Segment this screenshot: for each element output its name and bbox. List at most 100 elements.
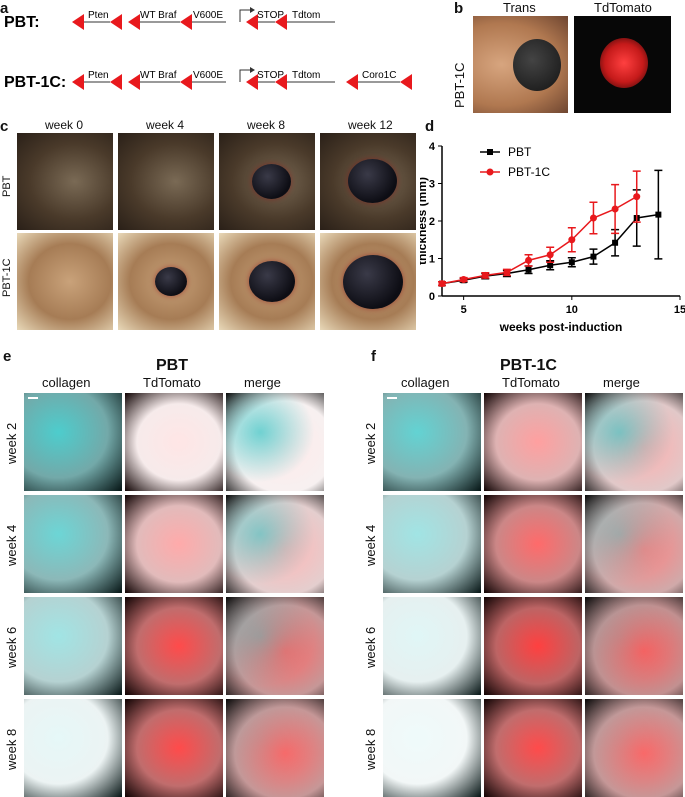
micrograph-collagen: [24, 699, 122, 797]
y-axis-label: thickness (mm): [420, 177, 429, 265]
data-point: [546, 251, 554, 259]
y-tick-label: 1: [429, 254, 435, 266]
legend-marker: [487, 149, 493, 155]
micrograph-collagen: [383, 393, 481, 491]
construct-name-pbt1c: PBT-1C:: [4, 74, 66, 91]
construct-pbt1c: Pten WT Braf V600E STOP Tdtom Coro1C: [72, 67, 412, 90]
micrograph-collagen: [383, 699, 481, 797]
data-point: [612, 239, 619, 246]
tumor-dark-spot: [513, 39, 561, 91]
micrograph-merge: [585, 495, 683, 593]
x-tick-label: 5: [461, 304, 467, 316]
el-coro1c: Coro1C: [362, 70, 396, 81]
panel-e-letter: e: [3, 348, 12, 365]
data-point: [525, 256, 533, 264]
panel-c-col-label: week 4: [146, 118, 185, 132]
y-tick-label: 0: [429, 291, 435, 303]
panel-f-letter: f: [371, 348, 376, 365]
legend-marker: [486, 168, 494, 176]
el-wtbraf: WT Braf: [140, 10, 177, 21]
micrograph-row-label: week 4: [4, 524, 19, 566]
tumor-mass: [249, 261, 295, 302]
data-point: [503, 268, 511, 276]
svg-text:V600E: V600E: [193, 70, 223, 81]
x-axis-label: weeks post-induction: [499, 320, 623, 334]
el-stop: STOP: [257, 10, 284, 21]
micrograph-col-label: collagen: [401, 375, 450, 390]
data-point: [611, 205, 619, 213]
tumor-mass: [155, 267, 187, 296]
scale-bar: [28, 397, 38, 399]
panel-c-col-label: week 12: [348, 118, 393, 132]
scale-bar: [387, 397, 397, 399]
panel-b-letter: b: [454, 0, 464, 17]
micrograph-TdTomato: [484, 597, 582, 695]
panel-c-row-label: PBT-1C: [1, 257, 13, 297]
data-point: [481, 271, 489, 279]
svg-text:WT Braf: WT Braf: [140, 70, 177, 81]
micrograph-row-label: week 8: [363, 728, 378, 770]
construct-name-pbt: PBT:: [4, 14, 40, 31]
data-point: [525, 266, 532, 273]
micrograph-merge: [226, 393, 324, 491]
construct-pbt: Pten WT Braf V600E STOP Tdtom: [72, 7, 335, 30]
panel-b-col-tdtomato: TdTomato: [594, 0, 652, 15]
legend-label: PBT: [508, 145, 532, 159]
micrograph-collagen: [383, 495, 481, 593]
x-tick-label: 10: [566, 304, 578, 316]
panel-c-col-label: week 8: [247, 118, 286, 132]
micrograph-row-label: week 8: [4, 728, 19, 770]
data-point: [460, 276, 468, 283]
panel-a-letter: a: [0, 0, 9, 17]
svg-text:STOP: STOP: [257, 70, 284, 81]
panel-d-chart: 0 1 2 3 4 5 10 15 weeks post-induction thickness …: [420, 141, 685, 334]
trans-photo: [473, 16, 568, 113]
el-v600e: V600E: [193, 10, 223, 21]
micrograph-col-label: TdTomato: [502, 375, 560, 390]
micrograph-TdTomato: [125, 495, 223, 593]
panel-c-mouse-photo: [118, 133, 214, 230]
panel-b-row-label: PBT-1C: [452, 62, 467, 108]
el-pten: Pten: [88, 10, 109, 21]
data-point: [568, 236, 576, 244]
panel-f-title: PBT-1C: [500, 357, 557, 374]
micrograph-merge: [585, 393, 683, 491]
micrograph-col-label: TdTomato: [143, 375, 201, 390]
tdtomato-photo: [574, 16, 671, 113]
panel-c-mouse-photo: [118, 233, 214, 330]
micrograph-TdTomato: [125, 699, 223, 797]
y-tick-label: 3: [429, 179, 435, 191]
data-point: [438, 280, 446, 288]
panel-c-mouse-photo: [219, 233, 315, 330]
micrograph-collagen: [24, 597, 122, 695]
micrograph-TdTomato: [125, 393, 223, 491]
tumor-mass: [348, 159, 397, 203]
micrograph-row-label: week 4: [363, 524, 378, 566]
tdtomato-fluorescence: [600, 38, 648, 88]
data-point: [655, 211, 662, 218]
data-point: [633, 193, 641, 201]
panel-c-mouse-photo: [17, 133, 113, 230]
micrograph-row-label: week 6: [363, 626, 378, 668]
data-point: [547, 262, 554, 269]
micrograph-row-label: week 6: [4, 626, 19, 668]
y-tick-label: 4: [429, 141, 436, 153]
legend-label: PBT-1C: [508, 165, 550, 179]
micrograph-col-label: collagen: [42, 375, 91, 390]
micrograph-merge: [585, 597, 683, 695]
el-tdtom: Tdtom: [292, 10, 320, 21]
micrograph-TdTomato: [125, 597, 223, 695]
micrograph-row-label: week 2: [363, 422, 378, 464]
series-line-PBT-1C: [441, 195, 638, 285]
micrograph-TdTomato: [484, 495, 582, 593]
panel-c-mouse-photo: [219, 133, 315, 230]
panel-c-mouse-photo: [320, 133, 416, 230]
micrograph-col-label: merge: [603, 375, 640, 390]
micrograph-collagen: [24, 495, 122, 593]
panel-b-col-trans: Trans: [503, 0, 536, 15]
micrograph-merge: [226, 597, 324, 695]
svg-text:Tdtom: Tdtom: [292, 70, 320, 81]
panel-c-col-label: week 0: [45, 118, 84, 132]
micrograph-collagen: [383, 597, 481, 695]
y-tick-label: 2: [429, 216, 435, 228]
